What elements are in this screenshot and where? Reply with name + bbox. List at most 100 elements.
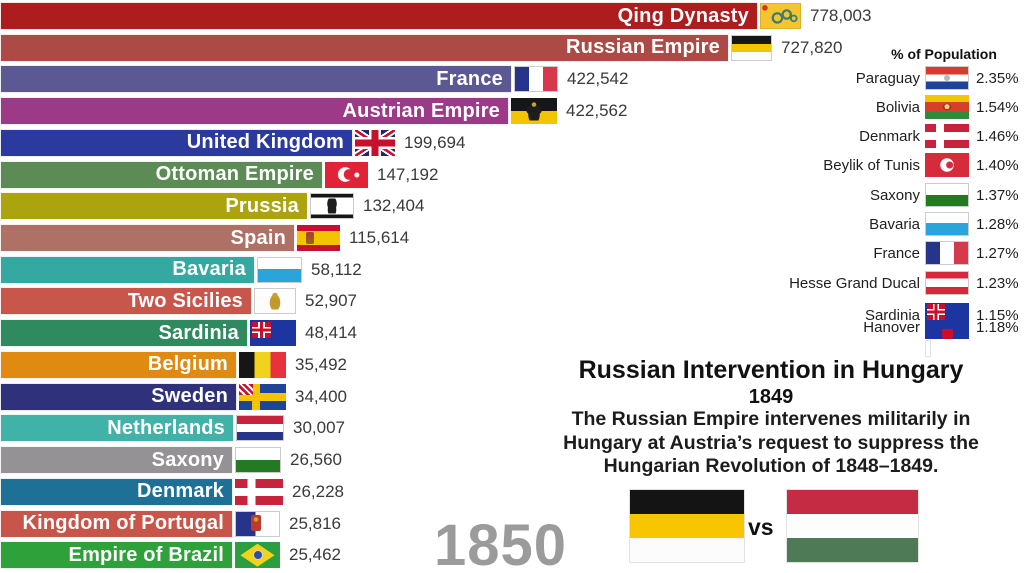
bar-row: Empire of Brazil 25,462 [0, 541, 341, 570]
bar-value: 727,820 [781, 37, 843, 57]
side-percent-value: 1.28% [976, 215, 1019, 233]
bar: France [0, 65, 512, 94]
bar-row: Qing Dynasty 778,003 [0, 2, 871, 30]
bar-value: 25,462 [289, 545, 341, 565]
country-flag-icon [239, 383, 286, 410]
bar-row: Bavaria 58,112 [0, 255, 362, 284]
year-counter: 1850 [434, 513, 568, 573]
bar-row: Denmark 26,228 [0, 477, 344, 506]
vs-label: vs [748, 514, 774, 540]
country-flag-icon [355, 129, 395, 156]
bar: Kingdom of Portugal [0, 509, 233, 538]
bar: Austrian Empire [0, 97, 509, 126]
country-flag-icon [925, 124, 969, 148]
bar-label: Spain [230, 226, 286, 249]
side-percent-value: 1.18% [976, 318, 1019, 336]
bar-value: 34,400 [295, 386, 347, 406]
country-flag-icon [325, 161, 368, 188]
bar: Denmark [0, 477, 233, 506]
bar-value: 778,003 [810, 6, 872, 25]
bar-label: United Kingdom [186, 131, 344, 154]
side-panel-row: Sardinia 1.15% [745, 303, 1024, 327]
bar-label: Prussia [225, 194, 299, 217]
bar-row: Kingdom of Portugal 25,816 [0, 509, 341, 538]
side-percent-value: 2.35% [976, 69, 1019, 87]
event-year: 1849 [748, 386, 794, 408]
country-flag-icon [236, 415, 284, 442]
bar-label: Belgium [147, 353, 228, 376]
bar-value: 26,228 [292, 481, 344, 501]
bar-value: 30,007 [293, 418, 345, 438]
side-panel-row: Paraguay 2.35% [745, 66, 1024, 90]
bar-label: Empire of Brazil [68, 543, 224, 566]
bar-row: Spain 115,614 [0, 224, 410, 253]
country-flag-icon [235, 447, 281, 474]
country-flag-icon [925, 183, 969, 207]
bar: Qing Dynasty [0, 2, 758, 30]
bar-value: 422,542 [567, 69, 629, 89]
bar-row: France 422,542 [0, 65, 629, 94]
bar: Two Sicilies [0, 287, 252, 316]
bar: Bavaria [0, 255, 255, 284]
side-percent-value: 1.37% [976, 186, 1019, 204]
bar-value: 48,414 [305, 323, 357, 343]
bar-label: Ottoman Empire [155, 163, 314, 186]
side-percent-value: 1.54% [976, 98, 1019, 116]
bar: Russian Empire [0, 33, 729, 62]
bar-value: 26,560 [290, 450, 342, 470]
side-country-label: Beylik of Tunis [823, 156, 920, 174]
event-description-line: Hungary at Austria’s request to suppress… [563, 431, 979, 454]
bar: Ottoman Empire [0, 160, 323, 189]
country-flag-icon [514, 66, 558, 93]
side-percent-value: 1.40% [976, 156, 1019, 174]
bar-row: Russian Empire 727,820 [0, 33, 843, 62]
bar-value: 25,816 [289, 513, 341, 533]
bar-row: Ottoman Empire 147,192 [0, 160, 439, 189]
bar: Spain [0, 224, 295, 253]
side-percent-value: 1.46% [976, 127, 1019, 145]
bar-value: 199,694 [404, 132, 466, 152]
event-description-line: Hungarian Revolution of 1848–1849. [603, 455, 939, 477]
bar-label: Qing Dynasty [617, 4, 749, 27]
bar-label: Two Sicilies [127, 289, 243, 312]
bar: United Kingdom [0, 128, 353, 157]
bar: Sardinia [0, 319, 248, 348]
bar-row: Austrian Empire 422,562 [0, 97, 628, 126]
bar-row: Saxony 26,560 [0, 446, 342, 475]
side-country-label: Bavaria [869, 215, 920, 233]
country-flag-icon [250, 320, 296, 347]
country-flag-icon [310, 193, 354, 220]
country-flag-icon [731, 34, 772, 61]
country-flag-icon [297, 225, 340, 252]
bar-value: 422,562 [566, 101, 628, 121]
side-percent-value: 1.27% [976, 244, 1019, 262]
bar-value: 35,492 [295, 354, 347, 374]
side-panel-row: Bolivia 1.54% [745, 95, 1024, 119]
bar-row: Sardinia 48,414 [0, 319, 357, 348]
country-flag-icon [925, 153, 969, 177]
country-flag-icon [760, 3, 801, 29]
country-flag-icon [239, 351, 286, 378]
side-panel-row: Hesse Grand Ducal 1.23% [745, 271, 1024, 295]
transition-artifact [925, 340, 931, 357]
side-country-label: Hesse Grand Ducal [789, 274, 920, 292]
bar-value: 147,192 [377, 164, 439, 184]
bar-label: Austrian Empire [342, 99, 500, 122]
side-percent-value: 1.15% [976, 306, 1019, 324]
side-panel-row: Saxony 1.37% [745, 183, 1024, 207]
bar-label: Sardinia [158, 321, 239, 344]
country-flag-icon [925, 241, 969, 265]
country-flag-icon [254, 288, 296, 315]
bar-label: Sweden [151, 385, 228, 408]
russian-empire-flag-icon [629, 489, 745, 563]
country-flag-icon [235, 510, 280, 537]
country-flag-icon [235, 478, 283, 505]
bar-value: 115,614 [349, 228, 410, 248]
bar: Sweden [0, 382, 237, 411]
bar-row: United Kingdom 199,694 [0, 128, 466, 157]
bar-row: Belgium 35,492 [0, 350, 347, 379]
bar-label: Saxony [151, 448, 224, 471]
side-country-label: Hanover [863, 318, 920, 336]
side-panel-row: France 1.27% [745, 241, 1024, 265]
bar-value: 52,907 [305, 291, 357, 311]
